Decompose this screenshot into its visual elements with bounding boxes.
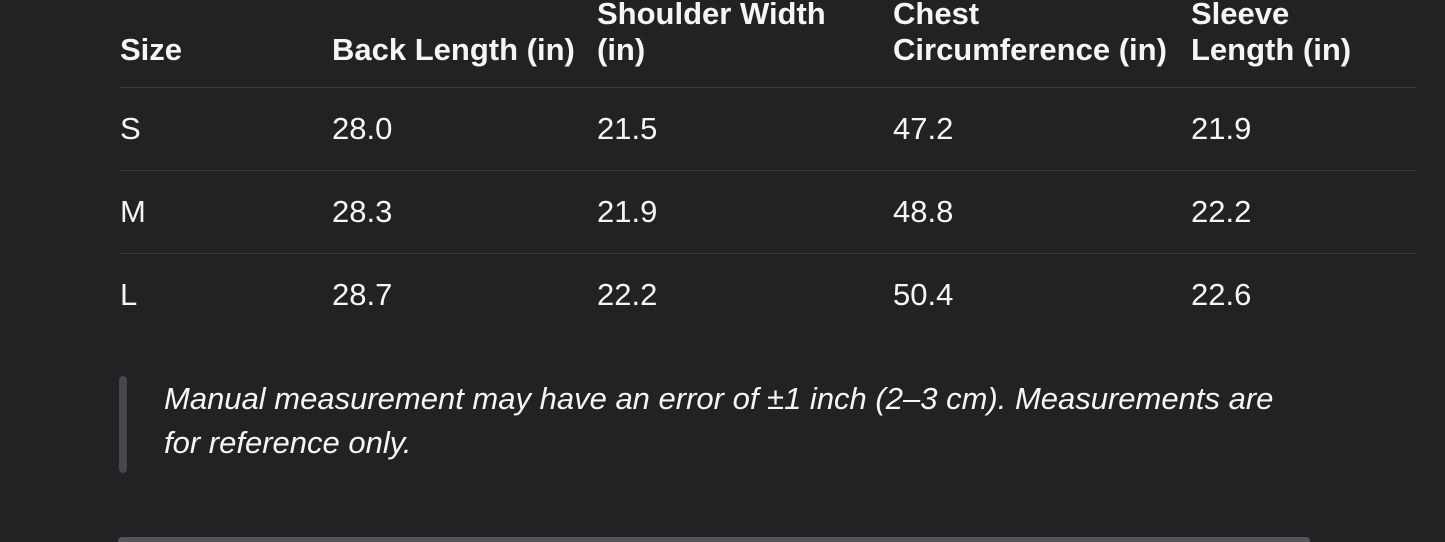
note-quote-bar xyxy=(119,376,127,473)
size-chart-table: Size Back Length (in) Shoulder Width (in… xyxy=(120,0,1417,337)
table-row-size-m: M 28.3 21.9 48.8 22.2 xyxy=(120,170,1417,254)
cell-chest-circumference: 48.8 xyxy=(893,170,1191,254)
cell-shoulder-width: 22.2 xyxy=(597,277,658,313)
table-row-size-l: L 28.7 22.2 50.4 22.6 xyxy=(120,254,1417,337)
column-header-size: Size xyxy=(120,0,332,88)
column-header-shoulder-width: Shoulder Width (in) xyxy=(597,0,893,88)
cell-sleeve-length: 22.2 xyxy=(1191,170,1417,254)
column-header-chest-circumference: Chest Circumference (in) xyxy=(893,0,1191,88)
note-text: Manual measurement may have an error of … xyxy=(164,381,1274,460)
cell-chest-circumference: 47.2 xyxy=(893,87,1191,171)
column-header-sleeve-length: Sleeve Length (in) xyxy=(1191,0,1417,88)
horizontal-scrollbar-thumb[interactable] xyxy=(118,537,1310,542)
column-header-back-length: Back Length (in) xyxy=(332,0,597,88)
cell-back-length: 28.0 xyxy=(332,87,597,171)
cell-size: S xyxy=(120,87,332,171)
cell-sleeve-length: 22.6 xyxy=(1191,277,1252,313)
cell-back-length: 28.7 xyxy=(332,277,393,313)
table-row-size-s: S 28.0 21.5 47.2 21.9 xyxy=(120,87,1417,171)
cell-size: L xyxy=(120,277,138,313)
cell-size: M xyxy=(120,170,332,254)
cell-chest-circumference: 50.4 xyxy=(893,277,954,313)
cell-back-length: 28.3 xyxy=(332,170,597,254)
cell-sleeve-length: 21.9 xyxy=(1191,87,1417,171)
measurement-note: Manual measurement may have an error of … xyxy=(119,376,1309,473)
cell-shoulder-width: 21.9 xyxy=(597,170,893,254)
cell-shoulder-width: 21.5 xyxy=(597,87,893,171)
size-chart-header-row: Size Back Length (in) Shoulder Width (in… xyxy=(120,0,1417,88)
